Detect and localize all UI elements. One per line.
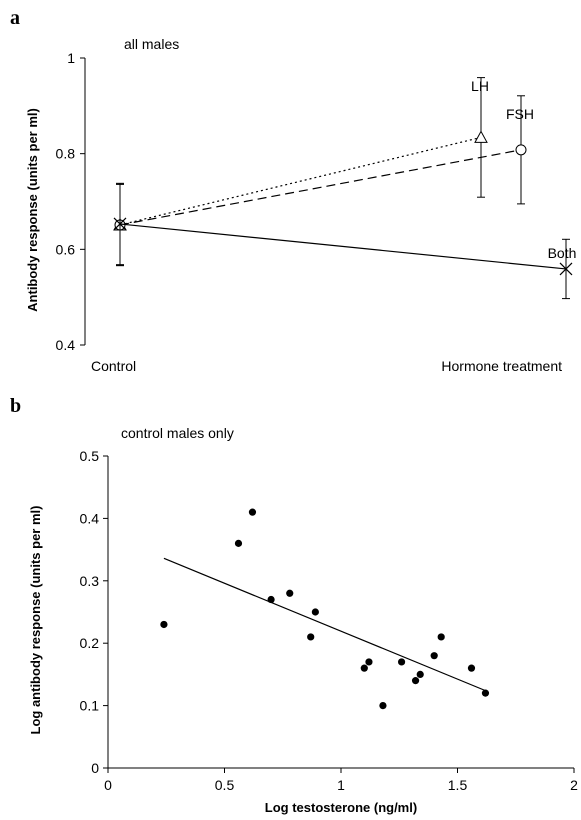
panel-b-letter: b	[10, 395, 21, 417]
panel-b-data-point	[397, 658, 406, 666]
panel-a-series-label: LH	[471, 78, 489, 94]
panel-b-data-point	[437, 633, 445, 641]
panel-b-y-ticks: 0 0.1 0.2 0.3 0.4 0.5	[80, 448, 108, 776]
panel-b-x-axis-title: Log testosterone (ng/ml)	[265, 800, 417, 815]
panel-b-data-point	[365, 658, 373, 666]
panel-a-letter: a	[10, 7, 20, 29]
panel-b-trendline	[163, 557, 486, 692]
panel-b-data-point	[307, 633, 315, 641]
panel-a-y-axis-title: Antibody response (units per ml)	[25, 108, 40, 312]
panel-a-point-x	[559, 262, 573, 276]
panel-b-data-point	[416, 670, 424, 679]
panel-b-x-tick-label: 0	[104, 777, 112, 793]
panel-b-data-point	[411, 677, 420, 685]
panel-b-points	[160, 508, 490, 710]
panel-b: b control males only Log antibody respon…	[10, 395, 578, 815]
panel-a-series-line	[119, 136, 482, 226]
panel-a-point-circle	[515, 144, 527, 156]
panel-a-x-category-label: Hormone treatment	[441, 358, 562, 374]
panel-b-data-point	[286, 589, 294, 597]
panel-a-series-line	[119, 149, 522, 226]
panel-a-x-labels: Control Hormone treatment	[91, 358, 562, 374]
panel-b-trend	[163, 557, 486, 692]
panel-b-y-tick-label: 0	[91, 760, 99, 776]
panel-b-annotation: control males only	[121, 425, 234, 441]
panel-b-data-point	[360, 664, 368, 672]
panel-a-series: LH FSH Both	[113, 77, 577, 300]
panel-b-y-tick-label: 0.1	[80, 698, 100, 714]
panel-b-x-ticks: 0 0.5 1 1.5 2	[104, 768, 578, 793]
panel-a-series-line	[119, 223, 567, 270]
panel-a-series-label: Both	[548, 245, 577, 261]
panel-b-x-tick-label: 2	[570, 777, 578, 793]
panel-b-data-point	[160, 620, 168, 629]
panel-a-y-tick-label: 1	[67, 50, 75, 66]
panel-b-data-point	[267, 595, 275, 604]
panel-a-y-tick-label: 0.8	[56, 146, 76, 162]
panel-b-x-tick-label: 1.5	[448, 777, 468, 793]
panel-b-data-point	[430, 652, 438, 660]
panel-b-x-tick-label: 1	[337, 777, 345, 793]
panel-a-series-label: FSH	[506, 106, 534, 122]
panel-a: a all males Antibody response (units per…	[10, 7, 576, 374]
panel-b-x-tick-label: 0.5	[215, 777, 235, 793]
panel-a-y-tick-label: 0.6	[56, 241, 76, 257]
panel-b-y-tick-label: 0.3	[80, 573, 100, 589]
panel-a-y-ticks: 0.4 0.6 0.8 1	[56, 50, 85, 353]
panel-b-y-tick-label: 0.5	[80, 448, 100, 464]
panel-a-annotation: all males	[124, 36, 179, 52]
panel-a-point-x	[113, 217, 127, 231]
panel-b-y-tick-label: 0.2	[80, 635, 100, 651]
panel-b-data-point	[234, 539, 243, 547]
panel-a-x-category-label: Control	[91, 358, 136, 374]
panel-b-data-point	[311, 608, 319, 616]
panel-a-point-triangle	[474, 130, 488, 143]
panel-b-data-point	[467, 664, 476, 672]
panel-b-y-axis-title: Log antibody response (units per ml)	[28, 506, 43, 735]
panel-b-data-point	[481, 689, 490, 697]
panel-a-y-tick-label: 0.4	[56, 337, 76, 353]
panel-b-y-tick-label: 0.4	[80, 510, 100, 526]
panel-b-data-point	[248, 508, 257, 516]
panel-b-data-point	[379, 702, 387, 710]
